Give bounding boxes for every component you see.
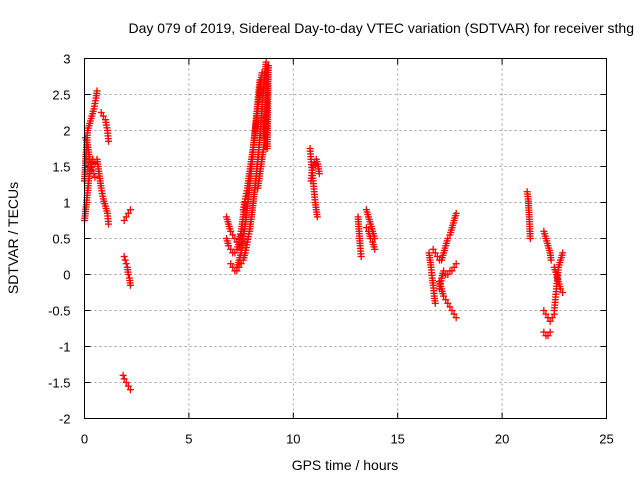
data-point [452, 209, 460, 217]
data-point [452, 260, 460, 268]
data-point [126, 386, 134, 394]
y-tick-label: 1.5 [52, 160, 70, 175]
x-tick-label: 25 [599, 432, 613, 447]
data-point [91, 173, 99, 181]
x-tick-labels: 0 5 10 15 20 25 [81, 432, 614, 447]
plot-frame [84, 58, 607, 419]
data-point [124, 382, 132, 390]
x-tick-label: 0 [81, 432, 88, 447]
data-point [126, 281, 134, 289]
y-tick-label: 2.5 [52, 88, 70, 103]
data-point [97, 109, 105, 116]
x-axis-label: GPS time / hours [292, 457, 399, 473]
data-point [450, 310, 458, 318]
data-point [357, 253, 365, 260]
data-point [442, 296, 450, 304]
data-point [542, 310, 550, 318]
data-point [544, 332, 552, 340]
data-point [122, 213, 130, 221]
y-tick-labels: -2 -1.5 -1 -0.5 0 0.5 1 1.5 2 2.5 3 [48, 52, 70, 427]
data-point [119, 371, 127, 379]
data-point [264, 62, 272, 70]
data-point [227, 245, 235, 253]
data-point [444, 235, 452, 242]
data-point [548, 314, 556, 322]
data-point [105, 220, 113, 228]
y-tick-label: -1 [59, 340, 71, 355]
data-point [122, 379, 130, 386]
data-point [433, 253, 441, 260]
data-point [120, 375, 128, 383]
data-point [448, 307, 456, 314]
data-point [452, 314, 460, 322]
x-tick-label: 5 [185, 432, 192, 447]
data-point [367, 235, 375, 242]
data-point [559, 289, 567, 296]
data-point [444, 271, 452, 278]
y-axis-label: SDTVAR / TECUs [5, 182, 21, 294]
x-tick-label: 20 [495, 432, 509, 447]
data-point [88, 166, 96, 174]
data-point [540, 328, 548, 336]
data-point [440, 267, 448, 275]
data-point [526, 235, 534, 242]
data-point [258, 69, 266, 77]
data-point [227, 227, 235, 235]
data-point [122, 260, 130, 268]
y-tick-label: 3 [63, 52, 70, 67]
y-tick-label: -2 [59, 412, 71, 427]
data-point [450, 263, 458, 271]
data-point [231, 249, 239, 257]
data-point [557, 285, 565, 293]
data-point [99, 112, 107, 120]
data-point [229, 231, 237, 239]
data-point [120, 253, 128, 260]
data-point [315, 170, 323, 178]
data-point [444, 299, 452, 307]
data-point [559, 249, 567, 257]
y-tick-label: -1.5 [48, 376, 70, 391]
data-point [540, 307, 548, 314]
x-tick-label: 15 [390, 432, 404, 447]
data-point [546, 317, 554, 325]
data-point [225, 242, 233, 250]
data-point [120, 217, 128, 224]
data-point [262, 58, 270, 66]
data-point [431, 299, 439, 307]
data-point [227, 260, 235, 268]
data-point [371, 245, 379, 253]
y-tick-label: 1 [63, 196, 70, 211]
data-points [81, 58, 567, 394]
grid [84, 58, 607, 419]
data-point [429, 245, 437, 253]
x-tick-label: 10 [286, 432, 300, 447]
data-point [121, 256, 129, 264]
data-point [448, 267, 456, 275]
data-point [105, 137, 113, 145]
data-point [93, 87, 101, 95]
data-point [124, 271, 132, 278]
y-tick-label: 2 [63, 124, 70, 139]
data-point [440, 292, 448, 300]
chart-title: Day 079 of 2019, Sidereal Day-to-day VTE… [128, 20, 634, 36]
data-point [362, 224, 370, 232]
data-point [546, 328, 554, 336]
y-tick-label: 0 [63, 268, 70, 283]
y-tick-label: -0.5 [48, 304, 70, 319]
data-point [547, 256, 555, 264]
data-point [126, 206, 134, 214]
data-point [124, 209, 132, 217]
data-point [431, 249, 439, 257]
data-point [313, 213, 321, 221]
data-point [446, 303, 454, 311]
y-tick-label: 0.5 [52, 232, 70, 247]
